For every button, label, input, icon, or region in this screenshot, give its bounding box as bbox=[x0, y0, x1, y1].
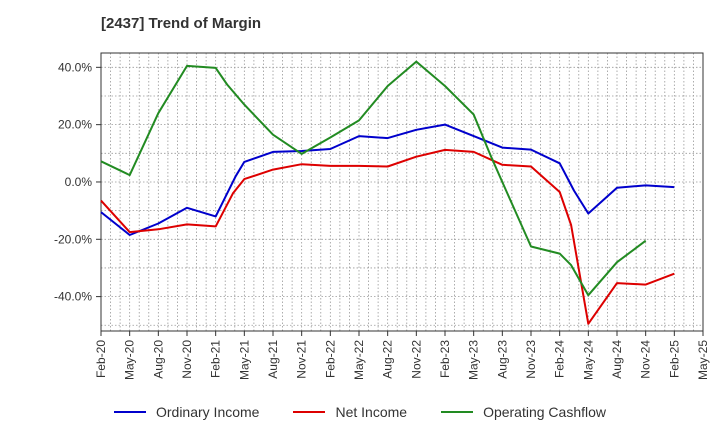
x-tick-label: Aug-24 bbox=[610, 340, 624, 379]
x-tick-label: Aug-20 bbox=[151, 340, 165, 379]
series-line-operating-cashflow bbox=[100, 60, 647, 297]
legend-item: Ordinary Income bbox=[113, 404, 260, 420]
tick-labels: 40.0% 20.0% 0.0% -20.0% -40.0% Feb-20 May-20 Au… bbox=[54, 60, 710, 380]
x-tick-label: Nov-24 bbox=[639, 340, 653, 379]
x-tick-label: May-22 bbox=[352, 340, 366, 380]
x-tick-label: Nov-21 bbox=[295, 340, 309, 379]
x-tick-label: May-25 bbox=[696, 340, 710, 380]
legend-item: Net Income bbox=[293, 404, 407, 420]
y-tick-label: 40.0% bbox=[58, 60, 92, 74]
x-tick-label: May-21 bbox=[237, 340, 251, 380]
x-tick-label: Aug-21 bbox=[266, 340, 280, 379]
y-tick-label: -40.0% bbox=[54, 290, 92, 304]
legend-item: Operating Cashflow bbox=[441, 404, 606, 420]
x-tick-label: Nov-20 bbox=[180, 340, 194, 379]
x-tick-label: Feb-24 bbox=[553, 340, 567, 378]
series-lines bbox=[100, 60, 675, 325]
legend-swatch bbox=[113, 411, 146, 413]
x-tick-label: Nov-23 bbox=[524, 340, 538, 379]
legend-label: Ordinary Income bbox=[155, 404, 260, 420]
x-tick-label: Feb-21 bbox=[209, 340, 223, 378]
chart-title: [2437] Trend of Margin bbox=[101, 15, 262, 32]
legend-label: Net Income bbox=[335, 404, 408, 420]
axes bbox=[96, 52, 704, 336]
series-line-ordinary-income bbox=[100, 123, 675, 236]
x-tick-label: Feb-23 bbox=[438, 340, 452, 378]
legend: Ordinary Income Net Income Operating Cashf… bbox=[0, 404, 720, 420]
gridlines bbox=[100, 53, 704, 331]
x-tick-label: May-24 bbox=[581, 340, 595, 380]
x-tick-label: Aug-23 bbox=[495, 340, 509, 379]
legend-swatch bbox=[293, 411, 326, 413]
series-line-net-income bbox=[100, 148, 675, 325]
plot-frame bbox=[100, 52, 704, 332]
x-tick-label: Feb-22 bbox=[323, 340, 337, 378]
x-tick-label: Aug-22 bbox=[381, 340, 395, 379]
y-tick-label: 20.0% bbox=[58, 118, 92, 132]
legend-label: Operating Cashflow bbox=[483, 404, 607, 420]
x-tick-label: May-20 bbox=[123, 340, 137, 380]
x-tick-label: Nov-22 bbox=[409, 340, 423, 379]
legend-swatch bbox=[441, 411, 474, 413]
x-tick-label: May-23 bbox=[467, 340, 481, 380]
y-tick-label: -20.0% bbox=[54, 232, 92, 246]
y-tick-label: 0.0% bbox=[65, 175, 93, 189]
x-tick-label: Feb-25 bbox=[667, 340, 681, 378]
x-tick-label: Feb-20 bbox=[94, 340, 108, 378]
